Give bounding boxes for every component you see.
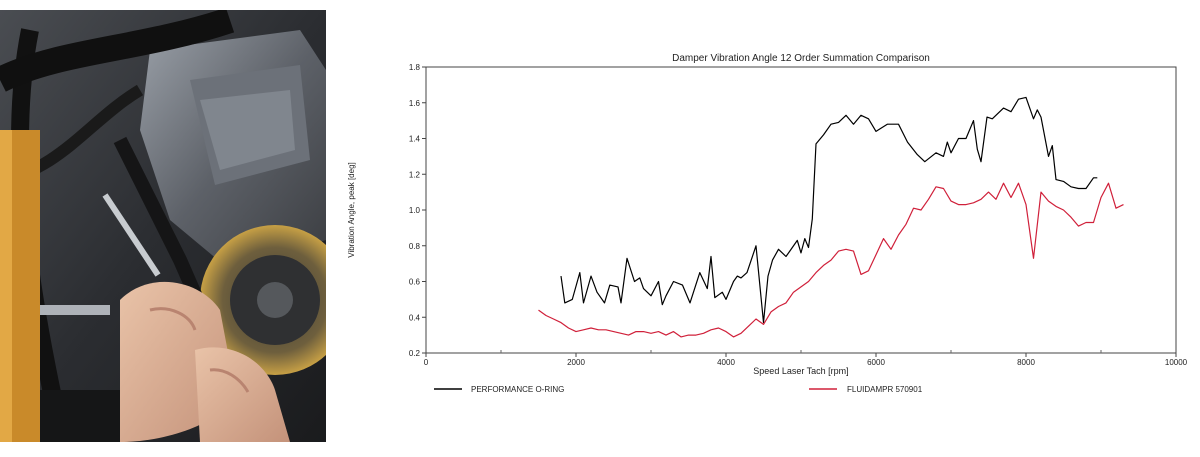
y-tick-label: 0.2 xyxy=(409,349,421,358)
y-axis-label: Vibration Angle, peak [deg] xyxy=(347,162,356,257)
legend: PERFORMANCE O-RING FLUIDAMPR 570901 xyxy=(434,385,923,394)
chart-title: Damper Vibration Angle 12 Order Summatio… xyxy=(672,53,930,64)
legend-label-performance-o-ring: PERFORMANCE O-RING xyxy=(471,385,564,394)
y-tick-label: 1.4 xyxy=(409,135,421,144)
y-tick-label: 1.0 xyxy=(409,206,421,215)
y-tick-label: 1.2 xyxy=(409,170,421,179)
y-axis: 0.2 0.4 0.6 0.8 1.0 1.2 1.4 1.6 1.8 xyxy=(409,63,426,358)
vibration-angle-chart: Damper Vibration Angle 12 Order Summatio… xyxy=(347,53,1188,394)
legend-label-fluidampr: FLUIDAMPR 570901 xyxy=(847,385,923,394)
y-tick-label: 0.8 xyxy=(409,242,421,251)
x-tick-label: 8000 xyxy=(1017,358,1035,367)
y-tick-label: 1.8 xyxy=(409,63,421,72)
x-tick-label: 4000 xyxy=(717,358,735,367)
minor-ticks xyxy=(500,350,1102,353)
series-line-performance-o-ring xyxy=(560,96,1098,324)
x-axis: 0 2000 4000 6000 8000 10000 xyxy=(424,353,1188,367)
series-line-fluidampr-570901 xyxy=(538,182,1124,338)
series-layer xyxy=(538,96,1124,338)
x-tick-label: 2000 xyxy=(567,358,585,367)
y-tick-label: 0.4 xyxy=(409,313,421,322)
x-tick-label: 0 xyxy=(424,358,429,367)
x-axis-label: Speed Laser Tach [rpm] xyxy=(753,366,848,376)
x-tick-label: 10000 xyxy=(1165,358,1188,367)
engine-bay-photo xyxy=(0,10,326,442)
x-tick-label: 6000 xyxy=(867,358,885,367)
y-tick-label: 0.6 xyxy=(409,278,421,287)
y-tick-label: 1.6 xyxy=(409,99,421,108)
